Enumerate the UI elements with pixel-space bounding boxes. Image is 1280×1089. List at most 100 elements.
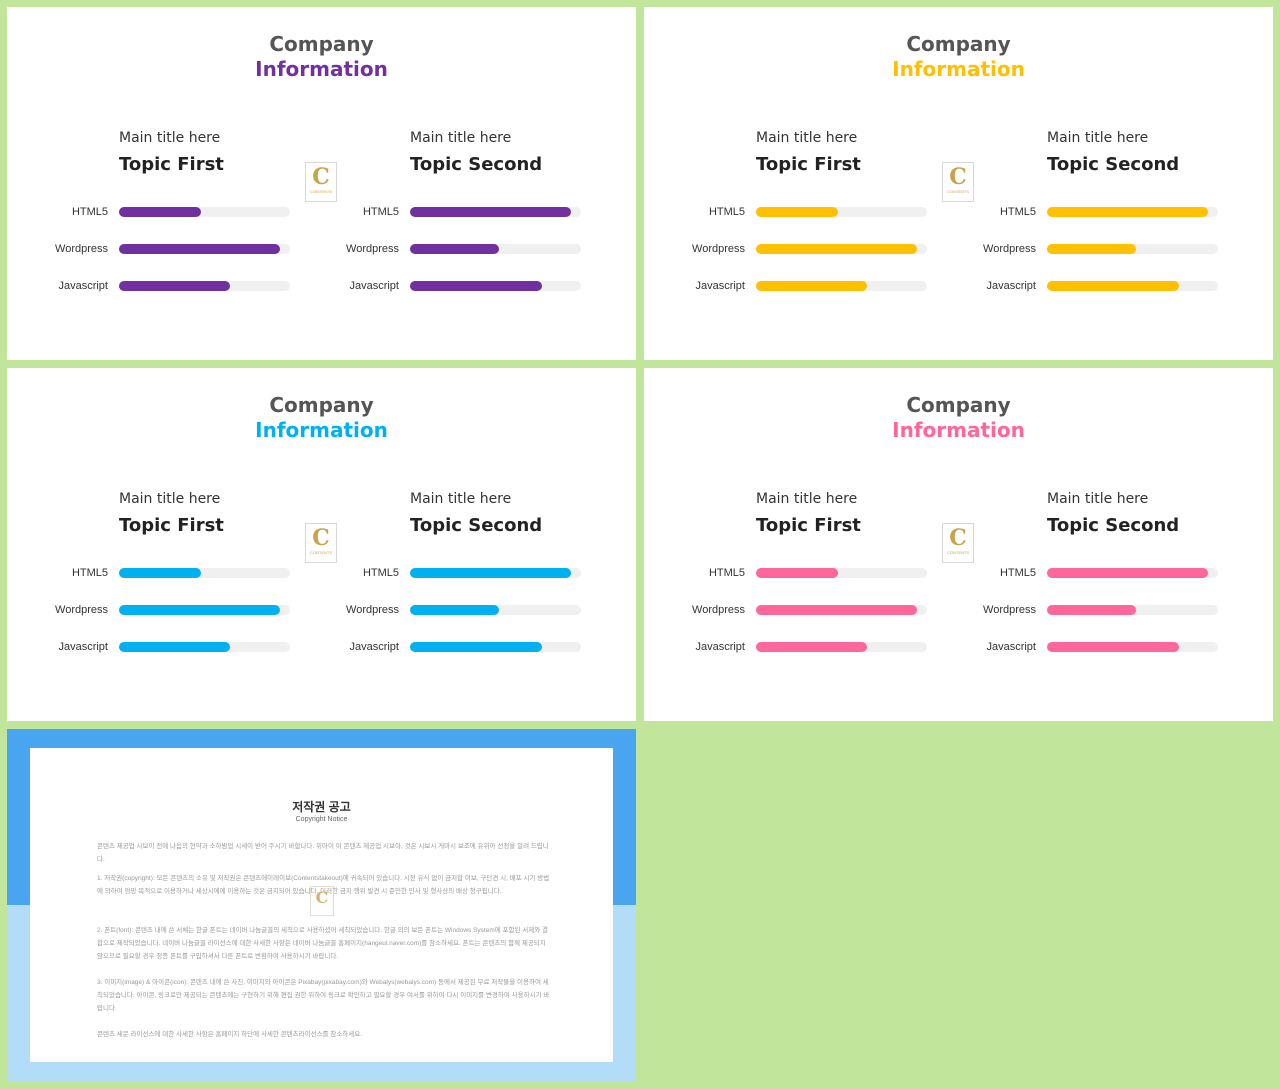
copyright-paper: 저작권 공고 Copyright Notice 콘텐츠 제공업 시보이 전에 나… [30, 748, 613, 1062]
skill-bar-track [1047, 568, 1218, 578]
skill-label: HTML5 [71, 567, 108, 579]
skill-label: Javascript [58, 641, 108, 653]
contents-logo-icon: C CONTENTS [305, 162, 337, 202]
topic-heading: Topic First [756, 515, 861, 536]
skill-row: Wordpress [298, 242, 598, 256]
skill-bar-track [410, 568, 581, 578]
logo-letter: C [312, 525, 330, 551]
skill-row: Javascript [644, 279, 944, 293]
skill-bar-fill [119, 244, 280, 254]
logo-letter: C [949, 164, 967, 190]
skill-bar-track [756, 281, 927, 291]
copyright-paragraph: 2. 폰트(font): 콘텐츠 내에 쓴 서체는 한글 폰트는 네이버 나눔글… [97, 927, 549, 960]
skill-bar-track [756, 207, 927, 217]
skill-row: Wordpress [935, 242, 1235, 256]
skill-bar-fill [756, 642, 867, 652]
skill-label: HTML5 [71, 206, 108, 218]
skill-bar-track [756, 568, 927, 578]
skill-bar-fill [1047, 207, 1208, 217]
topic-column-right: Main title here Topic Second HTML5 Wordpres… [935, 7, 1235, 360]
slide-title-company: Company [906, 393, 1011, 417]
skill-row: HTML5 [644, 566, 944, 580]
topic-column-right: Main title here Topic Second HTML5 Wordpres… [298, 7, 598, 360]
watermark-logo-icon: C [310, 886, 334, 916]
skill-bar-fill [119, 568, 201, 578]
skill-bar-fill [410, 207, 571, 217]
skill-bar-track [410, 281, 581, 291]
skill-label: Javascript [349, 280, 399, 292]
skill-bar-track [410, 642, 581, 652]
skill-bar-track [756, 642, 927, 652]
skill-bar-fill [756, 568, 838, 578]
skill-row: Wordpress [644, 242, 944, 256]
skill-row: HTML5 [935, 205, 1235, 219]
skill-bar-track [410, 605, 581, 615]
skill-row: HTML5 [935, 566, 1235, 580]
skill-bar-fill [756, 281, 867, 291]
skill-row: HTML5 [7, 566, 307, 580]
skill-bar-track [1047, 281, 1218, 291]
skill-row: Javascript [644, 640, 944, 654]
skill-row: Javascript [7, 640, 307, 654]
topic-column-left: Main title here Topic First HTML5 Wordpress… [7, 7, 307, 360]
skill-label: HTML5 [708, 206, 745, 218]
skill-bar-fill [756, 605, 917, 615]
skill-bar-fill [1047, 281, 1179, 291]
skill-row: HTML5 [7, 205, 307, 219]
slide-title-information: Information [892, 418, 1025, 442]
logo-text: CONTENTS [947, 550, 969, 555]
skill-row: Wordpress [7, 242, 307, 256]
logo-text: CONTENTS [310, 189, 332, 194]
topic-heading: Topic Second [410, 515, 543, 536]
skill-label: Javascript [986, 280, 1036, 292]
topic-column-right: Main title here Topic Second HTML5 Wordpres… [935, 368, 1235, 721]
skill-row: HTML5 [644, 205, 944, 219]
skill-bar-track [410, 244, 581, 254]
topic-column-left: Main title here Topic First HTML5 Wordpress… [644, 368, 944, 721]
skill-label: Wordpress [55, 604, 108, 616]
skill-row: HTML5 [298, 205, 598, 219]
slide-title-information: Information [255, 418, 388, 442]
skill-bar-fill [756, 244, 917, 254]
skill-row: Wordpress [298, 603, 598, 617]
slide-title-information: Information [892, 57, 1025, 81]
skill-bar-fill [410, 568, 571, 578]
skill-bar-track [1047, 207, 1218, 217]
skill-label: HTML5 [362, 206, 399, 218]
skill-label: Javascript [695, 280, 745, 292]
skill-bar-track [119, 605, 290, 615]
skill-bar-track [119, 642, 290, 652]
topic-heading: Topic Second [410, 154, 543, 175]
topic-column-left: Main title here Topic First HTML5 Wordpress… [7, 368, 307, 721]
skill-bar-fill [410, 281, 542, 291]
main-title: Main title here [119, 491, 221, 507]
main-title: Main title here [410, 130, 512, 146]
skill-bar-track [756, 605, 927, 615]
skill-row: Javascript [7, 279, 307, 293]
skill-bar-track [119, 281, 290, 291]
topic-column-right: Main title here Topic Second HTML5 Wordpres… [298, 368, 598, 721]
skill-bar-track [1047, 244, 1218, 254]
skill-row: Wordpress [935, 603, 1235, 617]
skill-row: Wordpress [7, 603, 307, 617]
skill-bar-fill [1047, 642, 1179, 652]
skill-bar-fill [410, 605, 499, 615]
skill-bar-fill [119, 605, 280, 615]
slide-pink: Company Information Main title here Topic F… [644, 368, 1273, 721]
skill-bar-fill [1047, 568, 1208, 578]
slide-title-company: Company [906, 32, 1011, 56]
skill-row: Javascript [935, 279, 1235, 293]
copyright-paragraph: 콘텐츠 세문 라이선스에 대한 사세한 사항은 홈페이지 하단에 사세한 콘텐츠… [97, 1031, 363, 1038]
contents-logo-icon: C CONTENTS [942, 162, 974, 202]
skill-bar-track [756, 244, 927, 254]
main-title: Main title here [119, 130, 221, 146]
copyright-paragraph: 콘텐츠 제공업 시보이 전에 나음의 현약과 소하밤업 시세이 받어 주시기 바… [97, 843, 549, 863]
slide-title-company: Company [269, 393, 374, 417]
skill-label: Javascript [58, 280, 108, 292]
copyright-slide: 저작권 공고 Copyright Notice 콘텐츠 제공업 시보이 전에 나… [7, 729, 636, 1082]
skill-row: Javascript [298, 279, 598, 293]
skill-label: Wordpress [346, 604, 399, 616]
copyright-title: 저작권 공고 [292, 800, 351, 814]
main-title: Main title here [1047, 491, 1149, 507]
skill-label: HTML5 [999, 567, 1036, 579]
